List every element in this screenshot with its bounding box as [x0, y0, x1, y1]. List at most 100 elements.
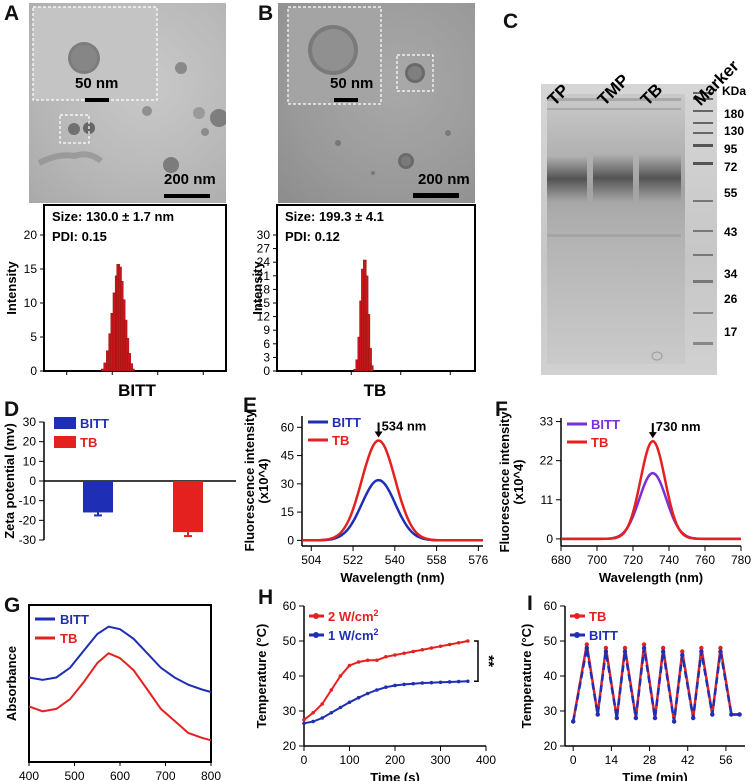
g-xtick-label: 700	[155, 769, 175, 781]
t-xtick-label: 400	[476, 753, 496, 767]
temperature-chart-i: 20 30 40 50 60 0 14 28 42 56 TB BITT Temperature (°C…	[519, 599, 745, 781]
t-point	[365, 691, 370, 696]
t-point	[356, 660, 361, 664]
gel-marker-label: 72	[724, 160, 738, 174]
fl-ytick-label: 33	[540, 415, 554, 429]
scale-bar-inset-label-a: 50 nm	[75, 75, 119, 92]
fl-ytick-label: 30	[281, 477, 295, 491]
fl-annotation: 730 nm	[656, 419, 701, 434]
t-xtick-label: 300	[430, 753, 450, 767]
t-point	[737, 712, 742, 717]
dls-ytick-label: 10	[24, 296, 38, 310]
panel-label-c: C	[503, 10, 519, 33]
t-point	[320, 702, 324, 706]
t-point	[603, 649, 609, 654]
t-point	[584, 645, 590, 651]
gel-marker-label: 34	[724, 267, 738, 281]
t-series-line	[303, 640, 468, 721]
t-point	[311, 710, 315, 715]
t-legend-label: 1 W/cm2	[328, 627, 379, 643]
t-xtick-label: 28	[643, 753, 657, 767]
t-point	[393, 683, 397, 688]
fl-ytick-label: 11	[541, 493, 554, 507]
t-legend-label: TB	[589, 609, 606, 624]
t-point	[365, 658, 370, 663]
t-xtick-label: 200	[385, 753, 405, 767]
fl-xtick-label: 740	[659, 553, 679, 567]
t-point	[420, 681, 425, 685]
t-legend-marker	[574, 632, 580, 638]
tem-image-tb-art	[287, 6, 459, 198]
fl-ylabel: Fluorescence intensity	[497, 411, 512, 553]
gel-marker-label: 26	[724, 292, 738, 306]
fl-legend-label: TB	[332, 433, 349, 448]
dls-ylabel: Intensity	[250, 261, 265, 315]
g-xtick-label: 800	[201, 769, 221, 781]
t-point	[447, 642, 452, 647]
dls-ytick-label: 9	[263, 323, 270, 337]
d-legend-label: TB	[80, 435, 97, 450]
t-point	[466, 639, 470, 643]
dls-size-text: Size: 199.3 ± 4.1	[285, 209, 384, 224]
dls-ylabel: Intensity	[4, 261, 19, 315]
dls-ytick-label: 21	[257, 269, 271, 283]
t-ytick-label: 60	[544, 599, 558, 613]
panel-label-a: A	[4, 2, 20, 25]
t-xtick-label: 0	[570, 753, 577, 767]
t-point	[393, 653, 397, 657]
dls-size-text: Size: 130.0 ± 1.7 nm	[52, 209, 174, 224]
dls-frame	[43, 204, 227, 372]
fl-series-line	[302, 439, 483, 542]
g-series-line	[28, 652, 212, 742]
fl-ytick-label: 15	[281, 505, 295, 519]
t-ylabel: Temperature (°C)	[254, 624, 269, 729]
temperature-chart-h: 20 30 40 50 60 0 100 200 300 400 2 W/cm2 1 W/cm2 ** T…	[254, 599, 497, 781]
panel-label-f: F	[495, 398, 508, 421]
dls-ytick-label: 3	[263, 350, 270, 364]
t-point	[718, 649, 723, 654]
zeta-chart: 30 20 10 0 -10 -20 -30 BITT TB Zeta potential (mv…	[2, 415, 236, 547]
t-xtick-label: 0	[301, 753, 308, 767]
fluor-chart-e: 0 15 30 45 60 504 522 540 558 576 BITT TB 534 nm Fluo…	[242, 410, 489, 585]
d-legend-label: BITT	[80, 416, 109, 431]
fl-series-line	[561, 471, 741, 541]
t-legend-marker	[313, 613, 319, 619]
t-point	[338, 674, 343, 678]
t-ytick-label: 40	[544, 669, 558, 683]
fl-series-line	[302, 478, 483, 542]
d-legend-swatch	[54, 417, 76, 429]
dls-pdi-text: PDI: 0.12	[285, 229, 340, 244]
dls-ytick-label: 15	[257, 296, 271, 310]
t-point	[411, 681, 415, 686]
t-point	[311, 719, 315, 724]
t-point	[622, 645, 628, 651]
fl-legend-label: TB	[591, 435, 608, 450]
scale-bar-main-label-b: 200 nm	[418, 171, 470, 188]
dls-ytick-label: 0	[263, 364, 270, 375]
t-point	[420, 647, 425, 652]
t-ytick-label: 20	[283, 739, 297, 753]
t-legend-sup: 2	[374, 608, 379, 618]
fl-xtick-label: 576	[468, 553, 488, 567]
label-bitt-below-a: BITT	[118, 381, 156, 400]
fl-ytick-label: 45	[281, 449, 295, 463]
tem-image-bitt: 50 nm 200 nm	[29, 3, 226, 203]
t-point	[633, 715, 639, 721]
label-tb-below-b: TB	[363, 381, 387, 400]
t-ytick-label: 50	[283, 634, 297, 648]
t-point	[402, 651, 406, 656]
t-xlabel: Time (s)	[370, 770, 420, 781]
t-point	[614, 715, 620, 721]
fl-xlabel: Wavelength (nm)	[599, 570, 703, 585]
d-ytick-label: -20	[19, 513, 37, 527]
d-ylabel: Zeta potential (mv)	[2, 423, 17, 539]
t-point	[680, 652, 685, 658]
d-bar	[173, 481, 203, 533]
fl-ytick-label: 22	[540, 454, 554, 468]
t-legend-sup: 2	[374, 627, 379, 637]
t-point	[690, 715, 696, 721]
dls-ytick-label: 15	[24, 262, 38, 276]
dls-bar	[129, 363, 133, 372]
t-point	[456, 640, 461, 645]
panel-label-g: G	[4, 594, 21, 617]
